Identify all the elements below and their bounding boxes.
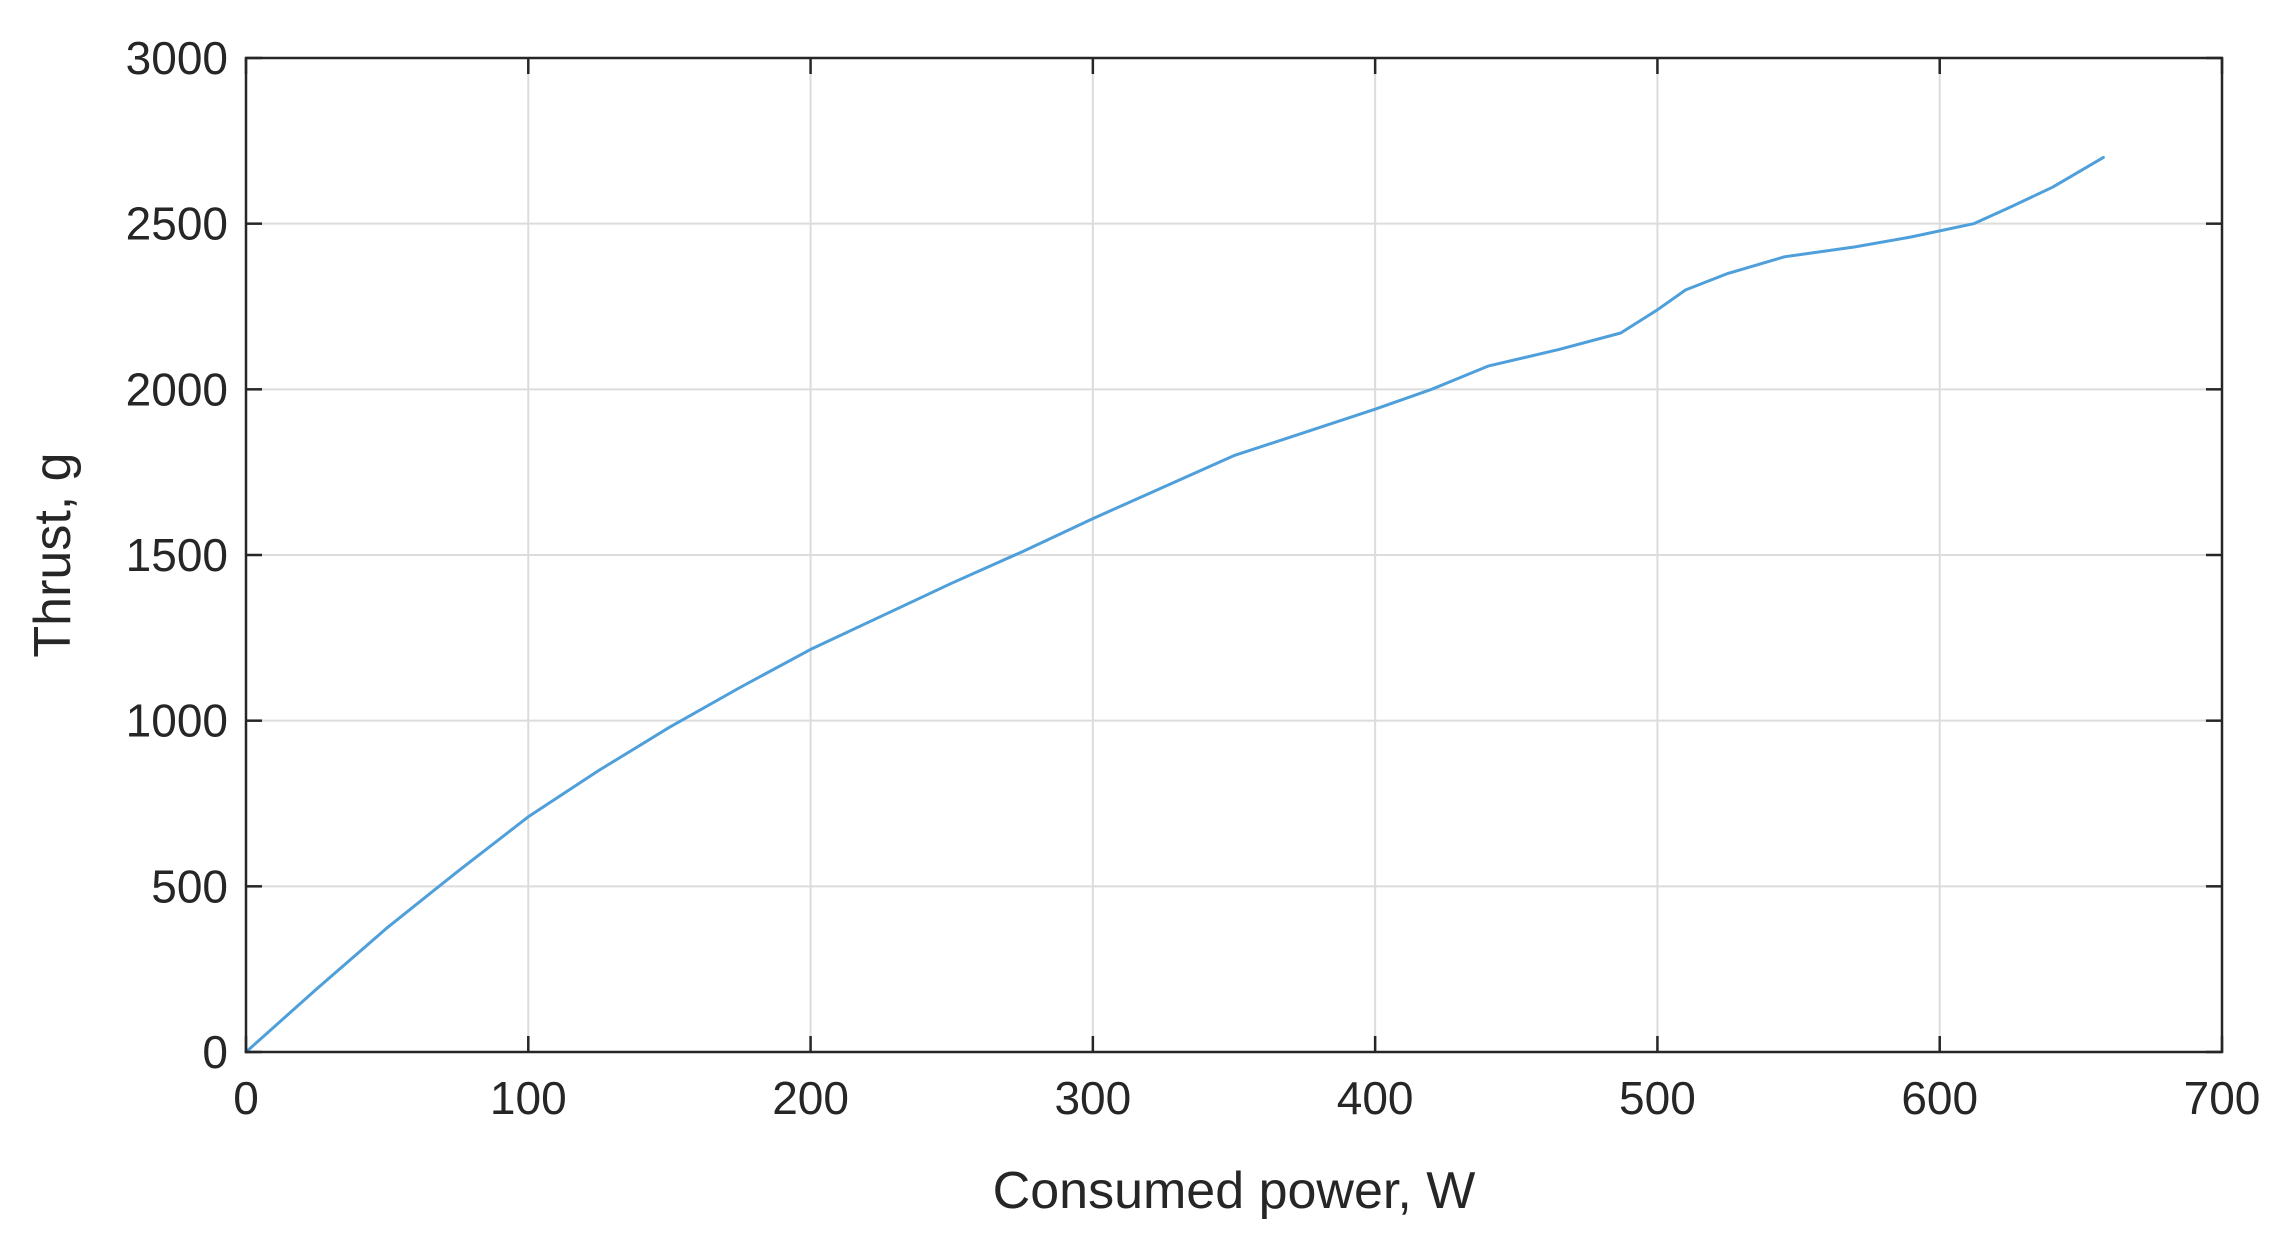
y-tick-label: 500 bbox=[151, 860, 228, 912]
x-tick-label: 500 bbox=[1619, 1072, 1696, 1124]
y-tick-label: 0 bbox=[202, 1026, 228, 1078]
x-tick-label: 400 bbox=[1337, 1072, 1414, 1124]
x-axis-label: Consumed power, W bbox=[993, 1162, 1476, 1220]
x-tick-label: 0 bbox=[233, 1072, 259, 1124]
y-tick-label: 1500 bbox=[126, 529, 228, 581]
y-tick-label: 2000 bbox=[126, 363, 228, 415]
y-tick-label: 2500 bbox=[126, 198, 228, 250]
x-tick-label: 300 bbox=[1054, 1072, 1131, 1124]
y-axis-label: Thrust, g bbox=[24, 452, 82, 657]
series-line bbox=[244, 155, 2105, 1054]
grid bbox=[246, 58, 2222, 1052]
series bbox=[244, 155, 2105, 1054]
y-tick-label: 1000 bbox=[126, 695, 228, 747]
y-tick-label: 3000 bbox=[126, 32, 228, 84]
ticks: 0 100 200 300 400 500 600 700 0 500 1000 1500 2000 25… bbox=[126, 32, 2261, 1124]
x-tick-label: 200 bbox=[772, 1072, 849, 1124]
x-tick-label: 700 bbox=[2184, 1072, 2261, 1124]
x-tick-label: 100 bbox=[490, 1072, 567, 1124]
x-tick-label: 600 bbox=[1901, 1072, 1978, 1124]
